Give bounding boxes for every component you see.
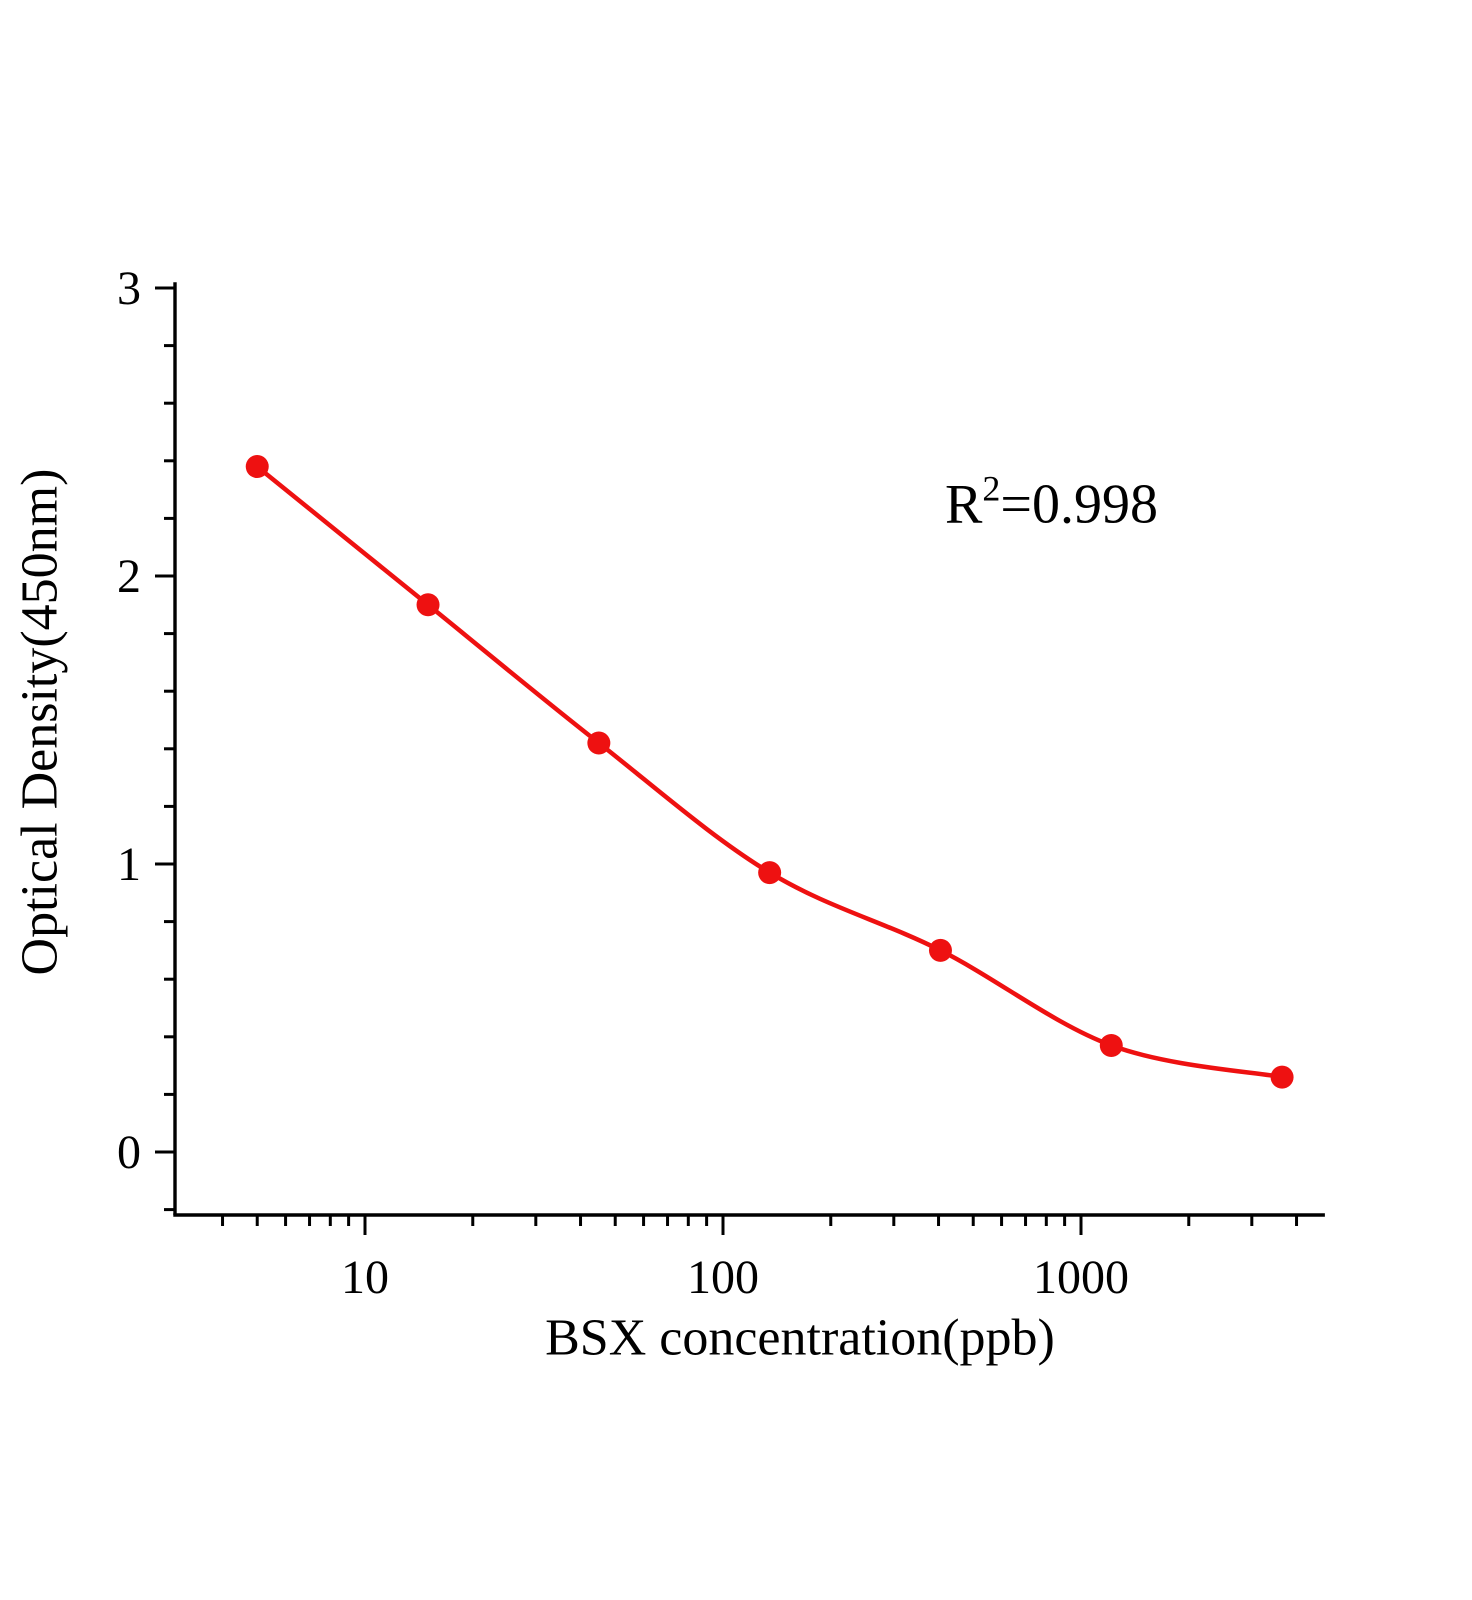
data-point [587, 731, 611, 755]
data-point [1270, 1065, 1294, 1089]
data-point [416, 593, 440, 617]
r-squared-value: =0.998 [1000, 473, 1158, 536]
x-tick-label: 100 [687, 1251, 759, 1304]
data-point [245, 455, 269, 479]
x-tick-label: 10 [341, 1251, 389, 1304]
r-squared-annotation: R2=0.998 [945, 468, 1158, 537]
y-tick-label: 2 [117, 550, 141, 603]
data-point [1099, 1033, 1123, 1057]
data-point [928, 938, 952, 962]
y-tick-label: 1 [117, 838, 141, 891]
y-tick-label: 3 [117, 262, 141, 315]
x-tick-label: 1000 [1033, 1251, 1129, 1304]
r-squared-base: R [945, 473, 983, 536]
x-axis-title: BSX concentration(ppb) [545, 1309, 1055, 1367]
data-point [758, 861, 782, 885]
y-tick-label: 0 [117, 1126, 141, 1179]
r-squared-exponent: 2 [982, 468, 1001, 509]
fit-curve [254, 464, 1285, 1080]
y-axis-title: Optical Density(450nm) [11, 468, 69, 976]
